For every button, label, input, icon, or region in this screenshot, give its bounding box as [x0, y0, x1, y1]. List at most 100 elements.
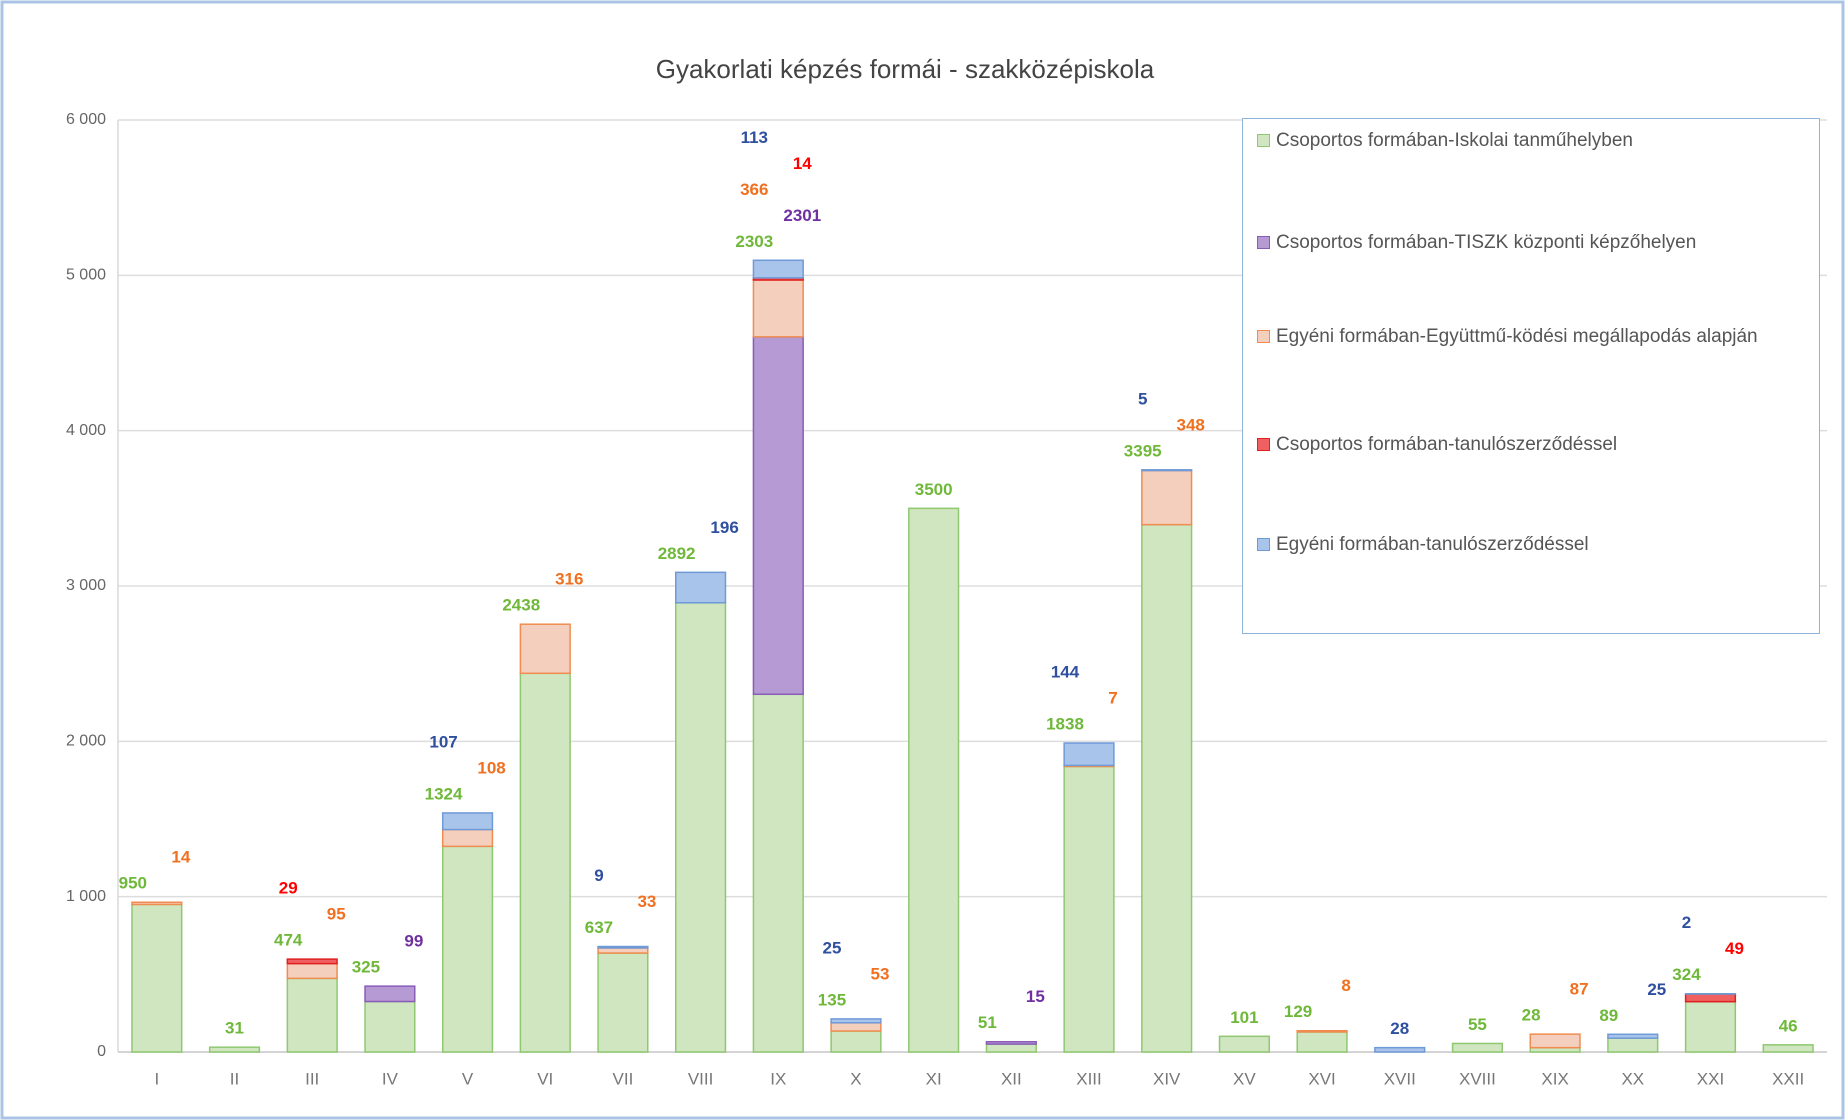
bar-segment: [1451, 1042, 1504, 1053]
data-label: 2438: [502, 596, 540, 615]
bar-segment: [1141, 469, 1193, 472]
data-label: 107: [429, 732, 457, 751]
bar-segment: [519, 672, 571, 1053]
bar-segment: [752, 693, 804, 1053]
data-label: 55: [1468, 1015, 1487, 1034]
bar-segment: [675, 602, 727, 1053]
x-tick-label: V: [462, 1069, 474, 1088]
data-label: 316: [555, 570, 583, 589]
x-tick-label: XV: [1233, 1069, 1256, 1088]
data-label: 46: [1779, 1016, 1798, 1035]
y-tick-label: 5 000: [66, 267, 106, 284]
data-label: 8: [1341, 976, 1350, 995]
legend-swatch: [1257, 438, 1270, 451]
y-tick-label: 4 000: [66, 422, 106, 439]
data-label: 49: [1725, 939, 1744, 958]
bar-segment: [1684, 993, 1737, 1003]
data-label: 2892: [658, 544, 696, 563]
bar-segment: [1296, 1029, 1348, 1033]
bar-segment: [286, 962, 338, 980]
legend-label: Csoportos formában-TISZK központi képzőh…: [1276, 232, 1697, 253]
bar-segment: [1529, 1033, 1581, 1049]
y-tick-label: 0: [97, 1043, 106, 1060]
data-label: 637: [585, 918, 613, 937]
data-label: 950: [119, 874, 147, 893]
bar-segment: [131, 901, 183, 906]
x-tick-label: VI: [537, 1069, 553, 1088]
data-label: 28: [1522, 1006, 1541, 1025]
data-label: 25: [823, 938, 842, 957]
data-label: 325: [352, 958, 380, 977]
x-tick-label: XVIII: [1459, 1069, 1496, 1088]
data-label: 14: [793, 154, 812, 173]
data-label: 108: [477, 758, 505, 777]
data-label: 7: [1108, 689, 1117, 708]
data-label: 33: [637, 892, 656, 911]
x-tick-label: VIII: [688, 1069, 714, 1088]
bar-segment: [675, 571, 727, 604]
bar-segment: [985, 1040, 1037, 1045]
bar-segment: [597, 952, 649, 1053]
legend-item: Csoportos formában-tanulószerződéssel: [1257, 433, 1797, 457]
legend-label: Egyéni formában-Együttmű-ködési megállap…: [1276, 326, 1758, 347]
data-label: 95: [327, 905, 346, 924]
bar-segment: [830, 1022, 882, 1032]
x-tick-label: XI: [926, 1069, 942, 1088]
y-tick-label: 2 000: [66, 733, 106, 750]
data-label: 51: [978, 1013, 997, 1032]
legend-item: Csoportos formában-Iskolai tanműhelyben: [1257, 129, 1797, 153]
data-label: 5: [1138, 389, 1147, 408]
bar-segment: [1218, 1035, 1270, 1053]
bar-segment: [1607, 1033, 1659, 1039]
bar-segment: [519, 623, 571, 675]
data-label: 25: [1647, 980, 1666, 999]
bar-segment: [131, 903, 183, 1053]
legend-label: Csoportos formában-tanulószerződéssel: [1276, 434, 1618, 455]
x-tick-label: IV: [382, 1069, 399, 1088]
bar-segment: [364, 1000, 416, 1053]
y-tick-label: 6 000: [66, 111, 106, 128]
bar-segment: [752, 259, 804, 279]
bar-segment: [830, 1018, 882, 1024]
bar-segment: [830, 1030, 882, 1053]
bar-segment: [752, 279, 804, 338]
data-label: 31: [225, 1019, 244, 1038]
x-tick-label: IX: [770, 1069, 786, 1088]
data-label: 2: [1682, 913, 1691, 932]
data-label: 29: [279, 879, 298, 898]
bar-segment: [1684, 1000, 1737, 1053]
x-tick-label: XIII: [1076, 1069, 1102, 1088]
chart-title: Gyakorlati képzés formái - szakközépisko…: [656, 54, 1155, 84]
bar-segment: [1607, 1037, 1659, 1053]
bar-segment: [597, 945, 649, 949]
bar-segment: [441, 812, 494, 831]
data-label: 9: [594, 866, 603, 885]
x-tick-label: XXI: [1697, 1069, 1724, 1088]
bar-segment: [286, 977, 338, 1053]
bar-segment: [286, 958, 338, 965]
legend-swatch: [1257, 134, 1270, 147]
data-label: 14: [171, 848, 190, 867]
data-label: 474: [274, 931, 303, 950]
x-tick-label: XXII: [1772, 1069, 1804, 1088]
data-label: 2301: [783, 206, 821, 225]
bar-segment: [1762, 1044, 1814, 1053]
legend-item: Egyéni formában-Együttmű-ködési megállap…: [1257, 325, 1797, 349]
data-label: 144: [1051, 663, 1080, 682]
data-label: 15: [1026, 987, 1045, 1006]
bar-segment: [1296, 1031, 1348, 1053]
data-label: 28: [1390, 1019, 1409, 1038]
y-tick-label: 1 000: [66, 888, 106, 905]
bar-segment: [752, 336, 804, 696]
data-label: 366: [740, 180, 768, 199]
legend-label: Csoportos formában-Iskolai tanműhelyben: [1276, 130, 1633, 151]
data-label: 3500: [915, 480, 953, 499]
bar-segment: [441, 845, 494, 1053]
data-label: 101: [1230, 1008, 1258, 1027]
legend-swatch: [1257, 538, 1270, 551]
data-label: 53: [871, 964, 890, 983]
x-tick-label: X: [850, 1069, 861, 1088]
x-tick-label: XX: [1621, 1069, 1644, 1088]
